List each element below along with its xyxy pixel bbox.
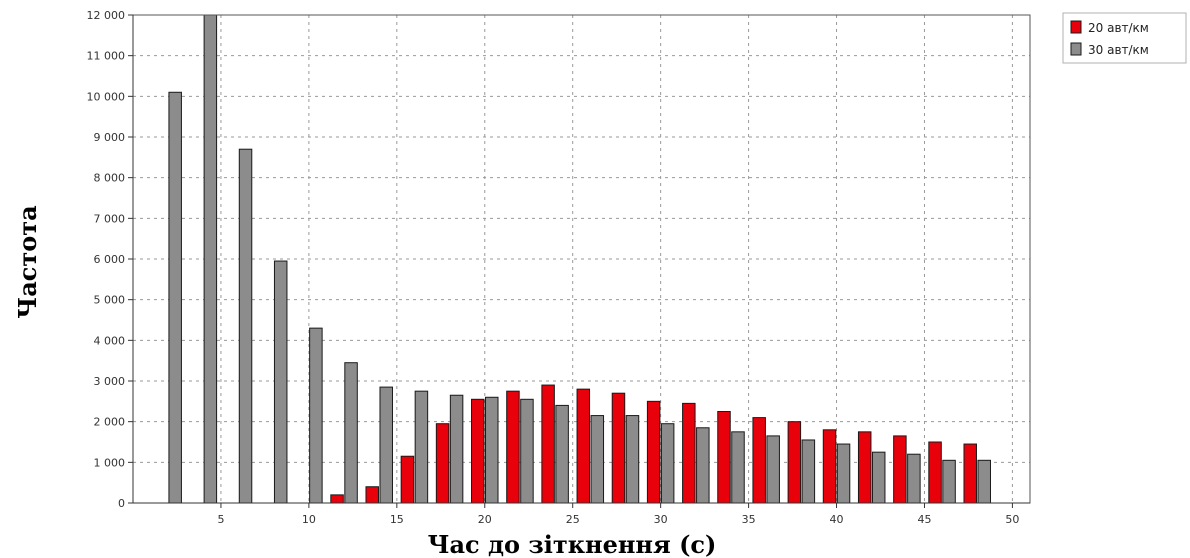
y-tick-label: 9 000 [94, 131, 126, 144]
x-tick-label: 15 [390, 513, 404, 526]
bar-series2 [414, 390, 429, 504]
legend: 20 авт/км 30 авт/км [1062, 12, 1187, 64]
bar-series1 [857, 431, 872, 504]
bar-series2 [344, 362, 358, 504]
legend-swatch [1070, 20, 1082, 34]
bars [168, 14, 991, 504]
x-tick-label: 5 [217, 513, 224, 526]
bar-series1 [752, 417, 766, 504]
bar-series2 [660, 423, 675, 504]
y-tick-label: 3 000 [94, 375, 126, 388]
bar-series2 [696, 427, 710, 504]
y-tick-label: 6 000 [94, 253, 126, 266]
bar-series1 [682, 402, 696, 504]
bar-series2 [731, 431, 745, 504]
bar-series1 [365, 486, 379, 504]
bar-series1 [963, 443, 977, 504]
bar-series2 [836, 443, 851, 504]
bar-series2 [977, 459, 991, 504]
legend-swatch [1070, 42, 1082, 56]
bar-series2 [942, 459, 956, 504]
x-tick-label: 50 [1005, 513, 1019, 526]
y-axis-label: Частота [13, 205, 42, 318]
y-tick-label: 11 000 [87, 50, 126, 63]
bar-series1 [822, 429, 837, 504]
bar-series2 [520, 398, 534, 504]
y-tick-label: 4 000 [94, 334, 126, 347]
bar-series1 [611, 392, 626, 504]
bar-series2 [907, 453, 921, 504]
y-tick-label: 5 000 [94, 294, 126, 307]
bar-series2 [449, 394, 464, 504]
bar-series1 [471, 398, 485, 504]
bar-series1 [787, 421, 802, 504]
bar-series2 [203, 14, 218, 504]
bar-series2 [555, 404, 569, 504]
x-tick-label: 35 [742, 513, 756, 526]
y-tick-label: 2 000 [94, 416, 126, 429]
bar-series2 [238, 148, 253, 504]
bar-series2 [590, 415, 605, 504]
y-axis-ticks: 0 1 000 2 000 3 000 4 000 5 000 6 000 7 000 8 00… [87, 9, 133, 510]
bar-series2 [309, 327, 323, 504]
x-tick-label: 20 [478, 513, 492, 526]
x-tick-label: 10 [302, 513, 316, 526]
legend-label: 20 авт/км [1088, 21, 1149, 35]
bar-series1 [717, 411, 731, 504]
bar-series1 [435, 423, 450, 504]
x-tick-label: 30 [654, 513, 668, 526]
bar-series2 [871, 451, 886, 504]
x-tick-label: 45 [917, 513, 931, 526]
bar-series2 [485, 396, 499, 504]
bar-series1 [646, 400, 661, 504]
legend-label: 30 авт/км [1088, 43, 1149, 57]
bar-series2 [625, 415, 640, 504]
bar-series1 [576, 388, 591, 504]
bar-series2 [273, 260, 288, 504]
x-axis-ticks: 5 10 15 20 25 30 35 40 45 50 [217, 503, 1019, 526]
bar-series2 [168, 91, 182, 504]
bar-series2 [801, 439, 816, 504]
x-axis-label: Час до зіткнення (с) [428, 530, 717, 558]
y-tick-label: 8 000 [94, 172, 126, 185]
y-tick-label: 0 [118, 497, 125, 510]
bar-series2 [766, 435, 780, 504]
bar-series1 [400, 455, 415, 504]
bar-series1 [330, 494, 344, 504]
y-tick-label: 1 000 [94, 456, 126, 469]
x-tick-label: 25 [566, 513, 580, 526]
bar-series1 [893, 435, 907, 504]
y-tick-label: 10 000 [87, 90, 126, 103]
x-tick-label: 40 [830, 513, 844, 526]
y-tick-label: 12 000 [87, 9, 126, 22]
bar-series1 [541, 384, 555, 504]
bar-series1 [928, 441, 942, 504]
bar-series1 [506, 390, 520, 504]
y-tick-label: 7 000 [94, 212, 126, 225]
legend-box [1062, 12, 1187, 64]
bar-series2 [379, 386, 393, 504]
